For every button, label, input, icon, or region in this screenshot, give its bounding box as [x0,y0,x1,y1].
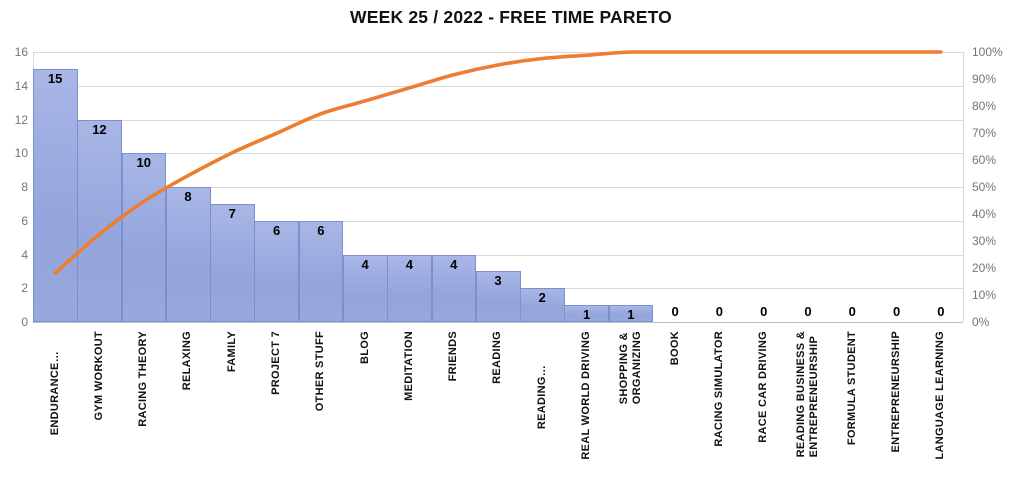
bar-value-label: 0 [804,304,812,319]
x-axis-label-slot: READING [476,331,520,483]
bar-value-label: 12 [92,121,107,137]
x-axis-label: BOOK [668,331,681,366]
y-axis-tick-left: 12 [14,112,28,127]
gridline [33,153,963,155]
y-axis-tick-right: 40% [972,207,997,221]
x-axis-label: LANGUAGE LEARNING [934,331,947,460]
bar-value-label: 10 [136,155,151,171]
x-axis-label: FRIENDS [447,331,460,382]
x-axis-label: FORMULA STUDENT [845,331,858,446]
y-axis-tick-left: 10 [14,146,28,161]
y-axis-tick-right: 100% [972,45,1003,59]
bar-value-label: 2 [538,290,546,306]
x-axis-label: REAL WORLD DRIVING [580,331,593,460]
bar-value-label: 7 [228,205,236,221]
x-axis-label: RELAXING [181,331,194,391]
bar-value-label: 1 [582,307,591,323]
y-axis-tick-left: 14 [14,78,28,93]
x-axis-label: RACING SIMULATOR [712,331,725,447]
bar-value-label: 4 [361,256,369,272]
y-axis-tick-left: 4 [21,247,28,262]
x-axis-label-slot: RELAXING [166,331,210,483]
y-axis-tick-right: 30% [972,234,997,248]
x-axis-label: BLOG [358,331,371,364]
x-axis-label-slot: READING… [520,331,564,483]
bar-value-label: 8 [184,189,192,204]
gridline [33,85,963,87]
bar [608,305,654,322]
bar-value-label: 3 [494,273,502,289]
x-axis-label-slot: LANGUAGE LEARNING [919,331,963,483]
x-axis-label-slot: ENDURANCE… [33,331,77,483]
bar [520,288,565,322]
x-axis-label-slot: RACING THEORY [122,331,166,483]
y-axis-tick-right: 80% [972,99,997,113]
bar-value-label: 0 [671,304,679,319]
x-axis-label: PROJECT 7 [270,331,283,395]
y-axis-tick-right: 10% [972,288,997,302]
y-axis-tick-right: 0% [972,315,990,329]
bar [210,203,255,322]
x-axis-label: READING… [535,365,548,430]
y-axis-tick-left: 2 [21,281,28,296]
gridline [33,322,963,323]
bar-value-label: 6 [317,222,325,238]
bar-value-label: 6 [272,222,281,238]
x-axis-label: READING BUSINESS & ENTREPRENEURSHIP [794,331,820,458]
bar-value-label: 0 [715,304,724,319]
y-axis-tick-left: 16 [14,45,28,59]
y-axis-tick-right: 20% [972,261,997,275]
y-axis-tick-right: 90% [972,72,997,86]
x-axis-label-slot: GYM WORKOUT [77,331,121,483]
bar-value-label: 4 [405,256,414,272]
bar-value-label: 4 [450,256,458,272]
x-axis-label: GYM WORKOUT [92,331,105,421]
x-axis-label-slot: REAL WORLD DRIVING [564,331,608,483]
bar-value-label: 0 [937,304,945,319]
bar [121,153,167,322]
x-axis-label-slot: FORMULA STUDENT [830,331,874,483]
gridline [33,52,963,53]
x-axis-label-slot: SHOPPING & ORGANIZING [609,331,653,483]
y-axis-tick-right: 50% [972,180,997,194]
x-axis-label-slot: MEDITATION [387,331,431,483]
bar-value-label: 0 [848,304,856,319]
x-axis-label: READING [491,331,504,384]
y-axis-tick-right: 70% [972,126,997,140]
x-axis-label: ENDURANCE… [48,351,61,436]
x-axis-label: MEDITATION [402,331,415,401]
x-axis-label: ENTREPRENEURSHIP [890,331,903,453]
x-axis-label-slot: PROJECT 7 [254,331,298,483]
x-axis-label-slot: RACE CAR DRIVING [742,331,786,483]
y-axis-tick-right: 60% [972,153,997,167]
x-axis-label-slot: READING BUSINESS & ENTREPRENEURSHIP [786,331,830,483]
y-axis-tick-left: 0 [21,315,28,329]
x-axis-label: OTHER STUFF [314,331,327,412]
y-axis-tick-left: 8 [21,180,28,194]
x-axis-label-slot: BOOK [653,331,697,483]
bar [33,68,78,322]
x-axis-label-slot: OTHER STUFF [299,331,343,483]
x-axis-label: SHOPPING & ORGANIZING [617,331,643,405]
x-axis-label: RACING THEORY [137,331,150,427]
y-axis-tick-left: 6 [21,213,28,228]
x-axis-label-slot: RACING SIMULATOR [697,331,741,483]
bar-value-label: 1 [627,307,635,323]
bar-value-label: 0 [892,304,901,319]
x-axis-label-slot: FRIENDS [432,331,476,483]
gridline [33,119,963,121]
x-axis-label: RACE CAR DRIVING [757,331,770,443]
x-axis-label-slot: BLOG [343,331,387,483]
bar-value-label: 15 [47,70,63,86]
plot-border-right [963,52,964,322]
bar [165,187,211,322]
x-axis-label: FAMILY [225,331,238,373]
chart-title: WEEK 25 / 2022 - FREE TIME PARETO [349,7,672,27]
x-axis-label-slot: ENTREPRENEURSHIP [874,331,918,483]
x-axis-label-slot: FAMILY [210,331,254,483]
bar [77,119,123,322]
bar-value-label: 0 [760,304,768,319]
